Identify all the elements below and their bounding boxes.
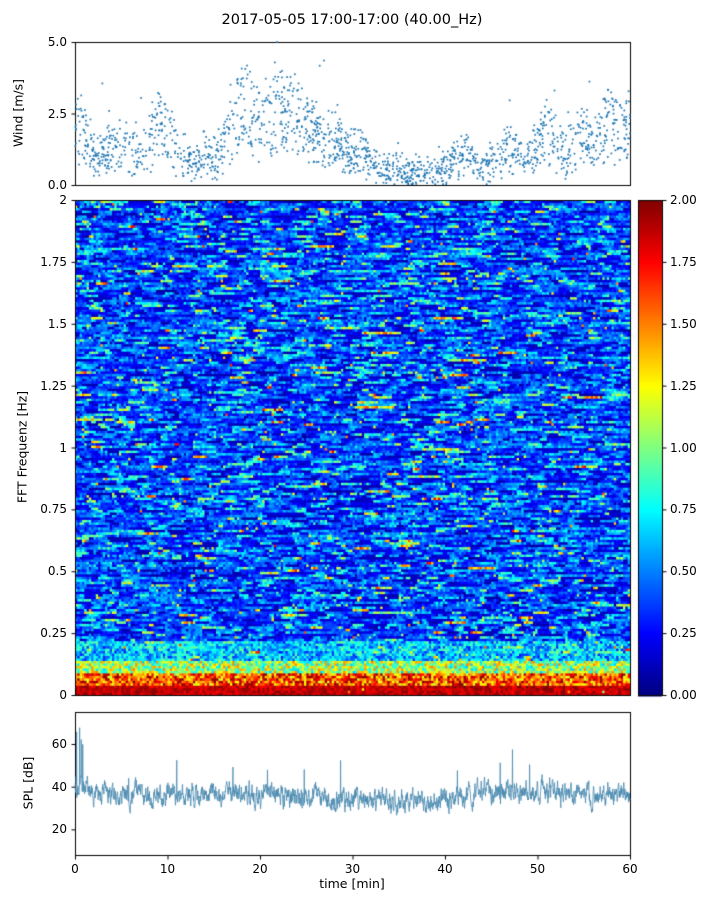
x-tick-label: 0: [71, 862, 79, 876]
colorbar-tick-label: 2.00: [670, 193, 697, 207]
fft-ytick-label: 2: [59, 193, 67, 207]
spl-y-axis-label: SPL [dB]: [20, 756, 36, 810]
x-tick-label: 10: [159, 862, 176, 876]
fft-y-axis-label: FFT Frequenz [Hz]: [14, 390, 30, 504]
wind-ytick-label: 0.0: [47, 178, 67, 192]
fft-ytick-label: 1.5: [47, 316, 67, 331]
x-tick-label: 60: [622, 862, 638, 876]
colorbar-tick-label: 0.25: [670, 626, 697, 641]
spl-ytick-label: 20: [51, 822, 67, 837]
x-tick-label: 20: [252, 862, 268, 876]
chart-title: 2017-05-05 17:00-17:00 (40.00_Hz): [221, 12, 483, 28]
fft-ytick-label: 0.25: [40, 626, 67, 641]
fft-ytick-label: 1.25: [40, 378, 67, 393]
x-tick-label: 30: [344, 862, 361, 876]
colorbar-tick-label: 0.50: [670, 564, 697, 579]
x-tick-label: 40: [437, 862, 453, 876]
spl-ytick-label: 40: [51, 779, 67, 794]
colorbar-tick-label: 0.00: [670, 688, 697, 702]
wind-ytick-label: 2.5: [47, 106, 67, 121]
wind-ytick-label: 5.0: [47, 35, 67, 49]
colorbar-tick-label: 0.75: [670, 502, 697, 517]
colorbar-tick-label: 1.00: [670, 440, 697, 455]
fft-ytick-label: 1.75: [40, 254, 67, 269]
x-axis-label: time [min]: [319, 876, 385, 891]
fft-ytick-label: 0.75: [40, 502, 67, 517]
colorbar-tick-label: 1.25: [670, 378, 697, 393]
spl-ytick-label: 60: [51, 737, 67, 751]
x-tick-label: 50: [529, 862, 546, 876]
fft-ytick-label: 1: [59, 440, 67, 455]
colorbar-tick-label: 1.75: [670, 254, 697, 269]
colorbar-tick-label: 1.50: [670, 316, 697, 331]
fft-ytick-label: 0.5: [47, 564, 67, 579]
wind-y-axis-label: Wind [m/s]: [10, 78, 26, 148]
fft-ytick-label: 0: [59, 688, 67, 702]
